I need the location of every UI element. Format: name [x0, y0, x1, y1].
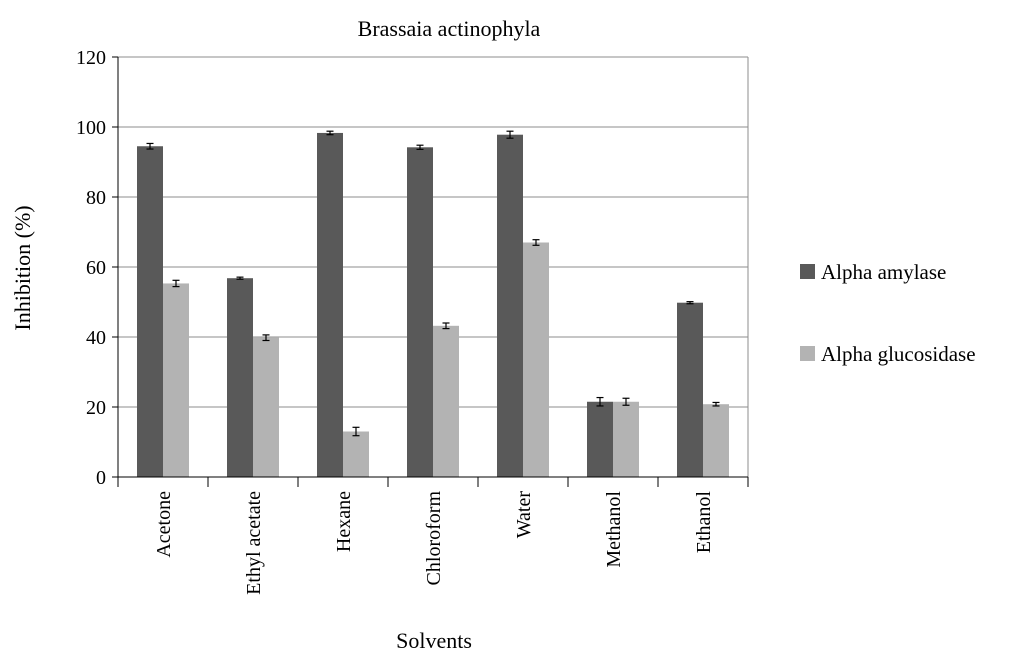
y-tick-label: 60 [86, 257, 106, 279]
bar [497, 134, 523, 477]
y-tick-label: 0 [96, 467, 106, 489]
x-tick-label: Hexane [333, 491, 355, 552]
x-tick-label: Acetone [153, 491, 175, 558]
legend-swatch [800, 264, 815, 279]
bar [407, 147, 433, 478]
x-tick-label: Methanol [603, 491, 625, 568]
bars [137, 132, 729, 478]
y-tick-label: 120 [76, 47, 106, 69]
chart-title: Brassaia actinophyla [358, 16, 541, 41]
legend-label: Alpha amylase [821, 260, 946, 284]
bar [317, 132, 343, 477]
bar [137, 146, 163, 477]
bar [253, 337, 279, 477]
error-bars [146, 130, 720, 437]
x-tick-label: Ethyl acetate [243, 491, 265, 595]
y-tick-label: 100 [76, 117, 106, 139]
bar [703, 404, 729, 477]
x-axis-title: Solvents [396, 628, 472, 653]
bar [433, 325, 459, 477]
y-tick-label: 20 [86, 397, 106, 419]
x-tick-labels: Acetone Ethyl acetate Hexane Chloroform Wate… [153, 491, 715, 595]
y-axis-title: Inhibition (%) [10, 205, 35, 330]
x-tick-label: Water [513, 491, 535, 539]
axes [112, 56, 749, 487]
bar [677, 302, 703, 477]
x-tick-label: Chloroform [423, 491, 445, 586]
legend-label: Alpha glucosidase [821, 342, 976, 366]
bar [163, 283, 189, 477]
y-tick-label: 80 [86, 187, 106, 209]
bar [227, 278, 253, 477]
bar [587, 401, 613, 477]
bar [343, 431, 369, 477]
legend-swatch [800, 346, 815, 361]
x-tick-label: Ethanol [693, 491, 715, 554]
bar [523, 242, 549, 477]
legend: Alpha amylase Alpha glucosidase [800, 260, 976, 366]
y-tick-label: 40 [86, 327, 106, 349]
bar [613, 401, 639, 477]
y-tick-labels: 0 20 40 60 80 100 120 [76, 47, 106, 489]
